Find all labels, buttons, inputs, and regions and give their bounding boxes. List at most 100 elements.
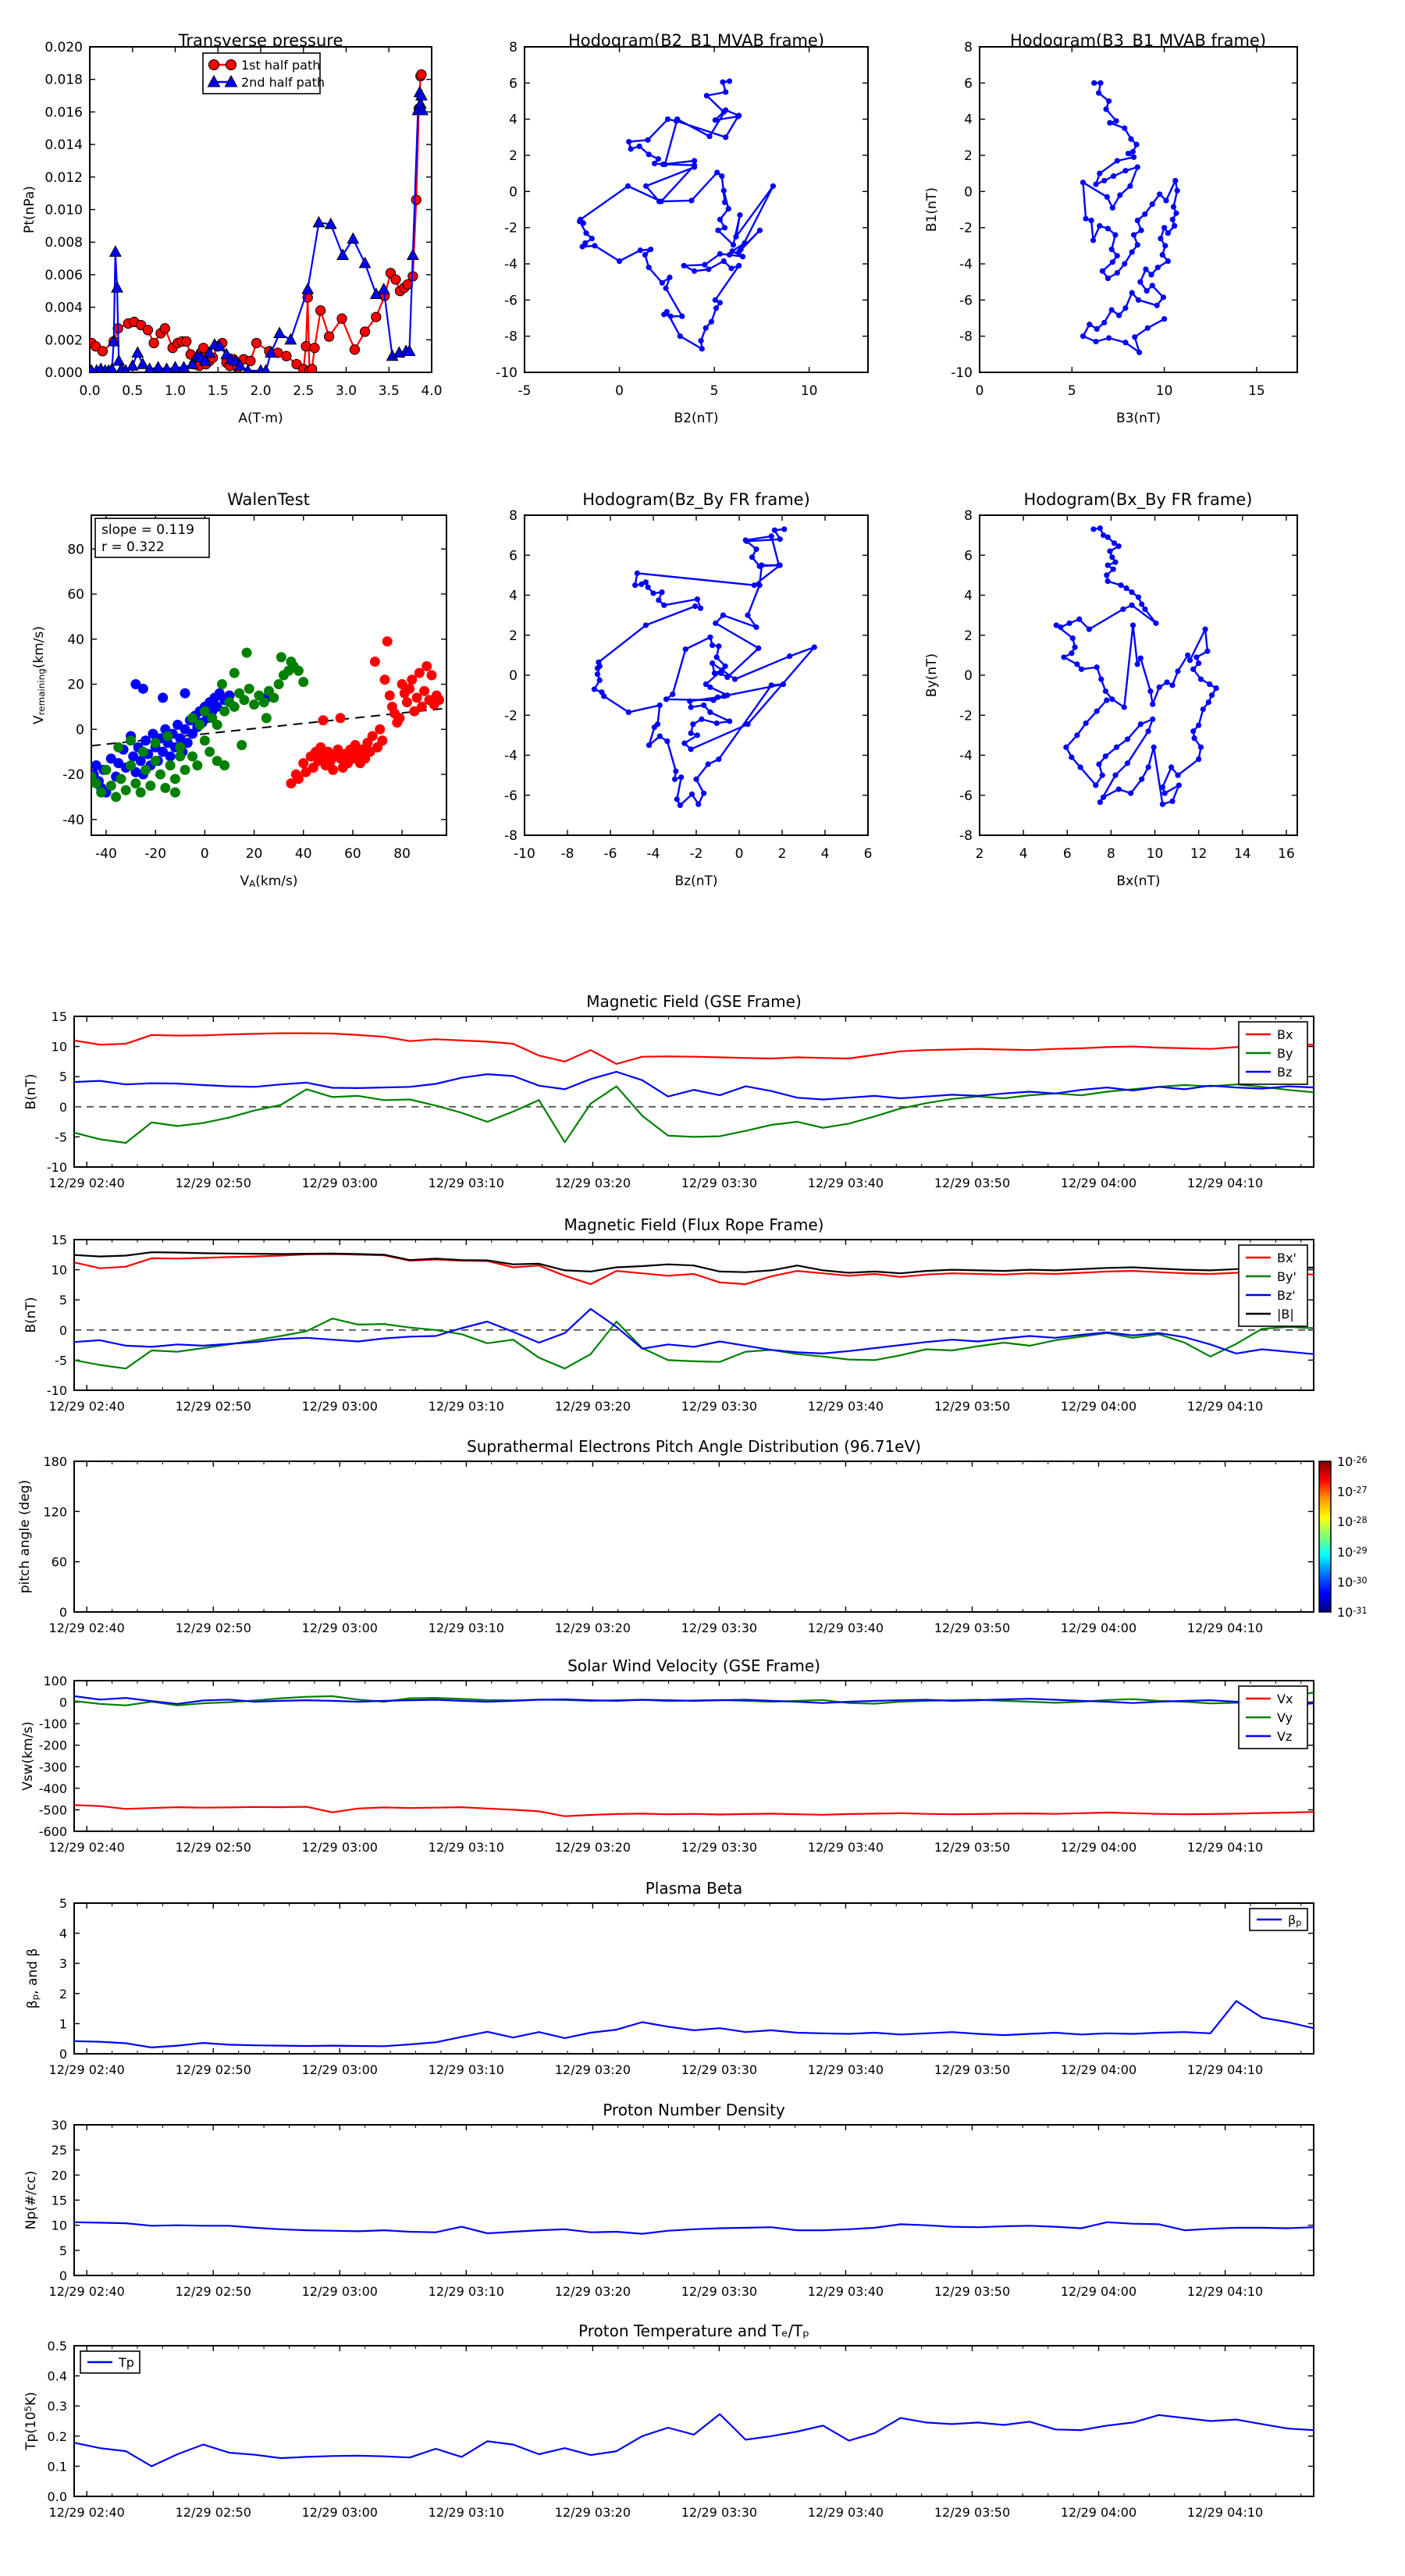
plot-frame — [73, 1016, 1314, 1168]
x-tick-label: 12/29 03:30 — [681, 2062, 757, 2077]
y-tick-label: -5 — [55, 1353, 67, 1368]
plot-frame — [524, 46, 869, 373]
y-tick-label: 4 — [964, 589, 973, 604]
triangle-marker — [224, 74, 238, 87]
y-tick-label: -5 — [55, 1130, 67, 1144]
x-tick-label: 12/29 04:00 — [1061, 2505, 1136, 2520]
circle-marker — [323, 331, 335, 342]
y-tick-label: 4 — [964, 112, 973, 128]
y-axis-label: B1(nT) — [925, 187, 940, 232]
axes-ticks: 12/29 02:40 12/29 02:50 12/29 03:00 12/29 0… — [48, 2339, 1314, 2520]
circle-marker — [281, 350, 292, 361]
y-tick-label: 25 — [52, 2143, 67, 2158]
series-Vz — [74, 1695, 1314, 1706]
chart-hodogram-bz-by: -10 -8 -6 -4 -2 0 2 4 6 -8 -6 -4 -2 0 2 4 6 8 Bz(nT) By(nT) — [484, 484, 925, 976]
y-axis-label: Np(#/cc) — [23, 2171, 39, 2229]
x-tick-label: 0.0 — [79, 383, 100, 399]
x-tick-label: 12/29 03:40 — [808, 1621, 884, 1635]
x-tick-label: 4.0 — [421, 383, 442, 399]
y-tick-label: 0.016 — [44, 105, 83, 120]
series-cluster-green — [91, 647, 309, 802]
x-tick-label: 12/29 02:50 — [176, 2062, 251, 2077]
circle-marker — [301, 340, 311, 352]
y-tick-label: 120 — [43, 1504, 67, 1519]
legend: Bx' By' Bz' |B| — [1238, 1244, 1308, 1327]
x-tick-label: 12/29 03:00 — [302, 1399, 378, 1414]
plot-area — [90, 69, 429, 372]
x-tick-label: 12/29 03:30 — [681, 2505, 757, 2520]
x-tick-label: 12/29 03:10 — [429, 2284, 504, 2299]
y-tick-label: -2 — [959, 708, 973, 724]
x-tick-label: 12/29 03:20 — [555, 1840, 631, 1855]
y-tick-label: -4 — [959, 749, 973, 764]
series-hodogram-path — [591, 526, 817, 809]
y-tick-label: -40 — [62, 813, 84, 828]
y-tick-label: 0 — [59, 2268, 67, 2283]
x-axis-label: Bz(nT) — [674, 873, 717, 889]
y-tick-label: 15 — [52, 1233, 67, 1247]
circle-marker — [336, 313, 347, 324]
triangle-marker — [203, 346, 216, 358]
plot-area — [74, 1692, 1314, 1817]
x-tick-label: 12/29 03:20 — [555, 1399, 631, 1414]
y-tick-label: -6 — [959, 788, 973, 804]
x-tick-label: 0 — [615, 383, 624, 399]
y-tick-label: 0.012 — [44, 170, 83, 186]
plot-frame — [73, 1680, 1314, 1832]
series-Bx — [74, 1032, 1314, 1066]
y-tick-label: 5 — [59, 1069, 67, 1084]
x-tick-label: 16 — [1278, 846, 1295, 862]
plot-area — [74, 1032, 1314, 1144]
axes-ticks: -10 -8 -6 -4 -2 0 2 4 6 -8 -6 -4 -2 0 2 4 6 8 — [504, 508, 872, 862]
triangle-marker — [403, 344, 416, 357]
y-axis-label: Vremaining(km/s) — [31, 626, 47, 724]
circle-marker — [225, 59, 237, 71]
x-tick-label: 40 — [295, 846, 312, 862]
chart-title: Magnetic Field (Flux Rope Frame) — [564, 1215, 824, 1234]
plot-area — [74, 1251, 1314, 1370]
x-tick-label: 12/29 04:10 — [1187, 1176, 1263, 1190]
y-tick-label: 0.008 — [44, 235, 83, 251]
circle-marker — [315, 305, 326, 316]
y-tick-label: 6 — [964, 76, 973, 91]
plot-area — [591, 526, 817, 809]
x-tick-label: 12/29 03:50 — [934, 1399, 1010, 1414]
x-tick-label: 3.5 — [379, 383, 400, 399]
y-tick-label: 0.2 — [48, 2429, 67, 2444]
chart-plasma-beta: 12/29 02:40 12/29 02:50 12/29 03:00 12/29 0… — [0, 1874, 1405, 2097]
x-tick-label: 12/29 04:00 — [1061, 1840, 1136, 1855]
chart-canvas: -5 0 5 10 -10 -8 -6 -4 -2 0 2 4 6 8 B2(nT) B1(nT) — [484, 40, 869, 426]
series-fit-line — [91, 707, 444, 747]
y-tick-label: 8 — [509, 508, 518, 524]
x-tick-label: 12/29 04:10 — [1187, 1840, 1263, 1855]
triangle-marker — [207, 74, 221, 87]
x-tick-label: 12 — [1190, 846, 1208, 862]
x-axis-label: VA(km/s) — [240, 873, 297, 889]
y-tick-label: -10 — [47, 1383, 67, 1398]
plot-frame — [979, 514, 1298, 836]
y-axis-label: By(nT) — [484, 653, 485, 697]
y-tick-label: 60 — [52, 1555, 67, 1570]
x-tick-label: 12/29 03:30 — [681, 1399, 757, 1414]
axes-ticks: 0.0 0.5 1.0 1.5 2.0 2.5 3.0 3.5 4.0 0.000 0.002 0.0… — [44, 40, 442, 399]
y-tick-label: 20 — [67, 678, 84, 693]
y-tick-label: -10 — [951, 365, 973, 381]
legend-label: Vx — [1277, 1692, 1293, 1706]
plot-frame — [73, 1461, 1314, 1613]
y-tick-label: -500 — [39, 1802, 67, 1817]
y-tick-label: 2 — [509, 148, 518, 164]
x-tick-label: 12/29 03:20 — [555, 2284, 631, 2299]
y-tick-label: -2 — [504, 708, 518, 724]
y-tick-label: 10 — [52, 2218, 67, 2233]
x-tick-label: 12/29 02:40 — [49, 1399, 125, 1414]
y-tick-label: 6 — [509, 548, 518, 564]
x-tick-label: 10 — [1156, 383, 1173, 399]
y-axis-label: B(nT) — [23, 1297, 39, 1332]
colorbar-tick-label: 10-31 — [1337, 1605, 1368, 1620]
y-tick-label: 0.4 — [48, 2369, 67, 2384]
y-tick-label: 180 — [43, 1454, 67, 1469]
x-tick-label: 12/29 04:00 — [1061, 2284, 1136, 2299]
legend: 1st half path 2nd half path — [202, 52, 325, 94]
